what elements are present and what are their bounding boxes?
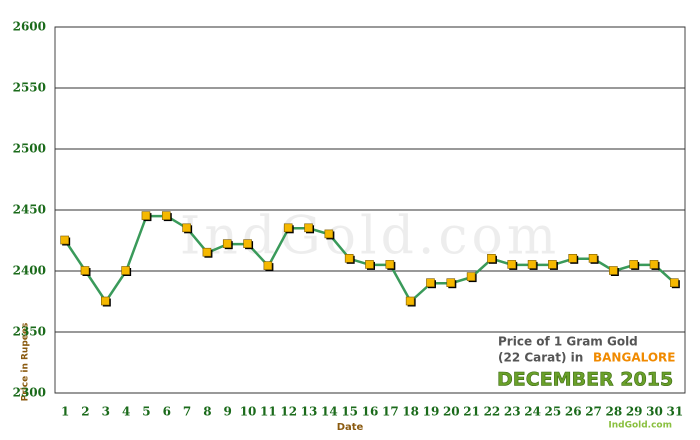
x-tick-label: 16: [362, 405, 379, 419]
marker: [283, 223, 293, 233]
x-tick-label: 22: [484, 405, 501, 419]
marker: [344, 254, 354, 263]
marker: [365, 260, 374, 269]
x-tick-label: 24: [524, 405, 541, 419]
x-tick-label: 17: [382, 405, 399, 419]
annotation-period: DECEMBER 2015: [497, 369, 673, 391]
annotation-line: (22 Carat) in: [498, 351, 583, 365]
marker: [202, 247, 212, 257]
annotation-source: IndGold.com: [608, 421, 672, 431]
x-tick-label: 4: [122, 405, 130, 419]
marker: [670, 278, 679, 288]
y-axis-label: Price in Rupees: [21, 323, 31, 402]
marker: [629, 260, 638, 269]
x-tick-label: 20: [443, 405, 460, 419]
x-tick-label: 30: [646, 405, 663, 419]
x-tick-label: 12: [280, 405, 297, 419]
x-tick-label: 19: [423, 405, 440, 419]
annotation-line: Price of 1 Gram Gold: [498, 335, 638, 349]
x-tick-label: 31: [666, 405, 683, 419]
marker: [405, 296, 415, 306]
x-tick-label: 13: [301, 405, 318, 419]
marker: [568, 254, 578, 263]
marker: [649, 260, 659, 269]
marker: [385, 260, 395, 269]
x-axis-label: Date: [337, 422, 364, 433]
x-tick-label: 21: [463, 405, 480, 419]
marker: [527, 260, 537, 269]
y-tick-label: 2300: [13, 386, 46, 400]
marker: [141, 211, 151, 220]
marker: [263, 261, 273, 270]
y-tick-label: 2350: [13, 325, 46, 339]
x-tick-label: 6: [163, 405, 171, 419]
x-tick-label: 26: [565, 405, 582, 419]
marker: [588, 254, 598, 263]
annotation: Price of 1 Gram Gold (22 Carat) in BANGA…: [497, 335, 676, 431]
y-tick-label: 2400: [13, 264, 46, 278]
marker: [101, 296, 110, 306]
x-tick-label: 14: [321, 405, 338, 419]
x-tick-label: 3: [102, 405, 110, 419]
y-tick-label: 2450: [13, 203, 46, 217]
x-tick-label: 8: [203, 405, 211, 419]
marker: [222, 239, 232, 248]
watermark: IndGold.com: [180, 207, 560, 267]
marker: [80, 266, 90, 275]
x-tick-label: 29: [626, 405, 643, 419]
marker: [426, 278, 435, 288]
y-tick-label: 2600: [13, 20, 46, 34]
marker: [487, 254, 496, 263]
x-tick-label: 11: [260, 405, 277, 419]
x-tick-label: 25: [545, 405, 562, 419]
x-tick-label: 27: [585, 405, 602, 419]
x-tick-label: 23: [504, 405, 521, 419]
x-tick-label: 10: [240, 405, 257, 419]
marker: [304, 223, 313, 233]
x-tick-label: 28: [606, 405, 623, 419]
marker: [243, 239, 252, 248]
marker: [161, 211, 171, 220]
x-tick-label: 9: [224, 405, 232, 419]
marker: [548, 260, 557, 269]
y-tick-label: 2500: [13, 142, 46, 156]
x-tick-label: 18: [402, 405, 419, 419]
marker: [507, 260, 517, 269]
marker: [324, 229, 334, 239]
marker: [121, 266, 130, 275]
y-tick-label: 2550: [13, 81, 46, 95]
marker: [466, 272, 476, 281]
x-tick-label: 5: [142, 405, 150, 419]
annotation-city: BANGALORE: [593, 351, 675, 365]
x-tick-label: 1: [61, 405, 69, 419]
x-tick-label: 7: [183, 405, 191, 419]
x-tick-label: 2: [81, 405, 89, 419]
marker: [182, 223, 191, 233]
x-tick-label: 15: [341, 405, 358, 419]
marker: [60, 235, 69, 245]
marker: [446, 278, 456, 288]
marker: [609, 266, 618, 275]
